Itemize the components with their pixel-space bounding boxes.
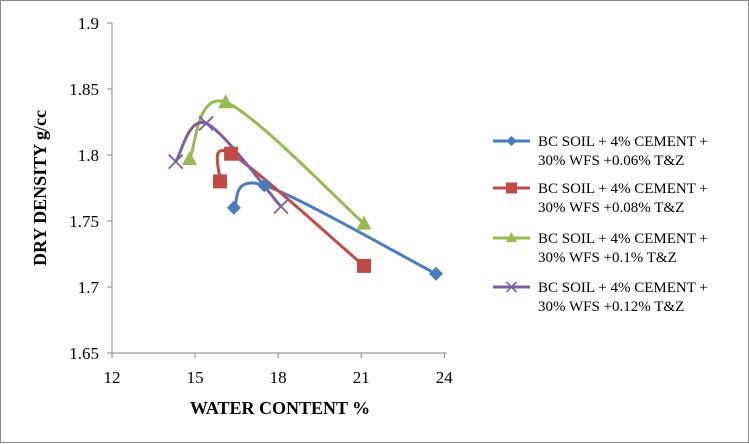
axes [111,23,447,354]
x-axis-title: WATER CONTENT % [190,398,370,418]
legend-marker-2 [506,232,517,242]
legend-entry-3: BC SOIL + 4% CEMENT + 30% WFS +0.12% T&Z [493,280,708,315]
x-tick-label: 24 [436,368,454,387]
y-tick-label: 1.9 [78,14,99,33]
series-line-2 [188,99,366,226]
data-point-series-1 [224,146,239,161]
data-point-series-0 [257,178,272,193]
legend-label-2-line2: 30% WFS +0.1% T&Z [538,250,677,266]
legend-marker-3 [505,281,518,293]
x-tick-label: 18 [270,368,287,387]
legend-label-2-line1: BC SOIL + 4% CEMENT + [538,231,708,247]
x-tick-label: 15 [187,368,204,387]
x-tick-label: 21 [353,368,370,387]
data-point-series-2 [218,94,234,109]
legend-label-1-line1: BC SOIL + 4% CEMENT + [538,181,708,197]
y-tick-label: 1.75 [69,212,99,231]
legend-entry-2: BC SOIL + 4% CEMENT + 30% WFS +0.1% T&Z [493,231,708,266]
data-point-series-0 [226,200,241,215]
legend-marker-1 [506,182,517,194]
y-tick-label: 1.7 [78,278,100,297]
legend: BC SOIL + 4% CEMENT + 30% WFS +0.06% T&Z… [493,134,708,315]
legend-entry-0: BC SOIL + 4% CEMENT + 30% WFS +0.06% T&Z [493,134,708,169]
y-tick-label: 1.8 [78,146,99,165]
data-point-series-3 [273,198,289,215]
data-point-series-1 [357,258,371,273]
data-point-series-1 [213,174,227,189]
legend-label-0-line1: BC SOIL + 4% CEMENT + [538,134,708,150]
y-tick-label: 1.85 [69,80,99,99]
x-tick-label: 12 [104,368,121,387]
data-point-series-3 [168,153,184,170]
data-point-series-0 [429,266,443,281]
legend-marker-0 [506,136,517,146]
data-point-series-3 [198,115,214,131]
y-tick-label: 1.65 [69,344,99,363]
legend-label-1-line2: 30% WFS +0.08% T&Z [538,200,684,216]
y-axis-title: DRY DENSITY g/cc [30,110,50,266]
legend-label-3-line1: BC SOIL + 4% CEMENT + [538,280,708,296]
data-point-series-2 [356,215,372,230]
legend-entry-1: BC SOIL + 4% CEMENT + 30% WFS +0.08% T&Z [493,181,708,216]
series-line-1 [215,149,366,268]
data-point-series-2 [182,150,198,165]
legend-label-0-line2: 30% WFS +0.06% T&Z [538,153,684,169]
legend-label-3-line2: 30% WFS +0.12% T&Z [538,299,684,315]
